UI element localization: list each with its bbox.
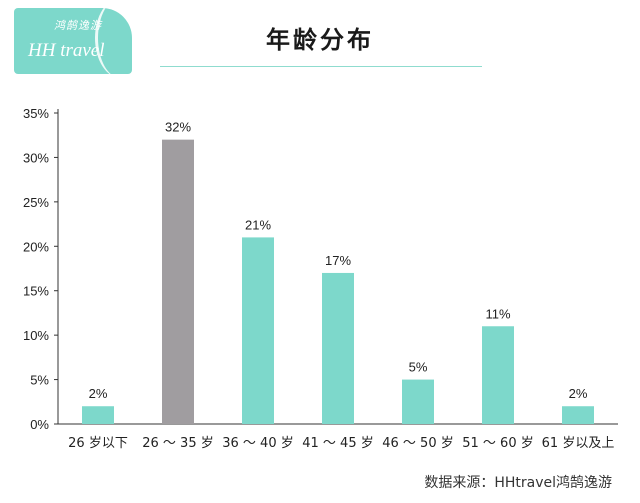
- bar: [562, 406, 594, 424]
- title-divider: [160, 66, 482, 67]
- chart-title: 年龄分布: [266, 26, 374, 54]
- y-tick-label: 5%: [30, 373, 49, 388]
- data-label: 2%: [569, 386, 588, 401]
- bar: [162, 139, 194, 424]
- y-tick-label: 20%: [23, 239, 49, 254]
- bar: [322, 272, 354, 424]
- y-tick-label: 10%: [23, 328, 49, 343]
- y-tick-label: 25%: [23, 195, 49, 210]
- x-tick-label: 46 ～ 50 岁: [382, 436, 453, 451]
- data-label: 21%: [245, 217, 271, 232]
- y-tick-label: 0%: [30, 417, 49, 432]
- bar: [242, 237, 274, 424]
- bar: [482, 326, 514, 424]
- y-tick-label: 35%: [23, 106, 49, 121]
- source-note: 数据来源：HHtravel鸿鹄逸游: [424, 475, 612, 491]
- bar: [82, 406, 114, 424]
- x-tick-label: 26 岁以下: [68, 436, 128, 451]
- x-tick-label: 41 ～ 45 岁: [302, 436, 373, 451]
- x-tick-label: 51 ～ 60 岁: [462, 436, 533, 451]
- y-tick-label: 30%: [23, 150, 49, 165]
- logo-text-en: HH travel: [28, 40, 105, 61]
- logo-swoosh-icon: [95, 8, 132, 74]
- data-label: 17%: [325, 253, 351, 268]
- brand-logo: 鸿鹄逸游 HH travel: [14, 8, 132, 74]
- x-tick-label: 26 ～ 35 岁: [142, 436, 213, 451]
- data-label: 11%: [485, 306, 510, 321]
- logo-text-cn: 鸿鹄逸游: [54, 19, 102, 32]
- x-tick-label: 61 岁以及上: [542, 436, 615, 451]
- y-tick-label: 15%: [23, 284, 49, 299]
- data-label: 32%: [165, 120, 191, 135]
- x-tick-label: 36 ～ 40 岁: [222, 436, 293, 451]
- bar: [402, 379, 434, 424]
- data-label: 2%: [89, 386, 108, 401]
- data-label: 5%: [409, 360, 428, 375]
